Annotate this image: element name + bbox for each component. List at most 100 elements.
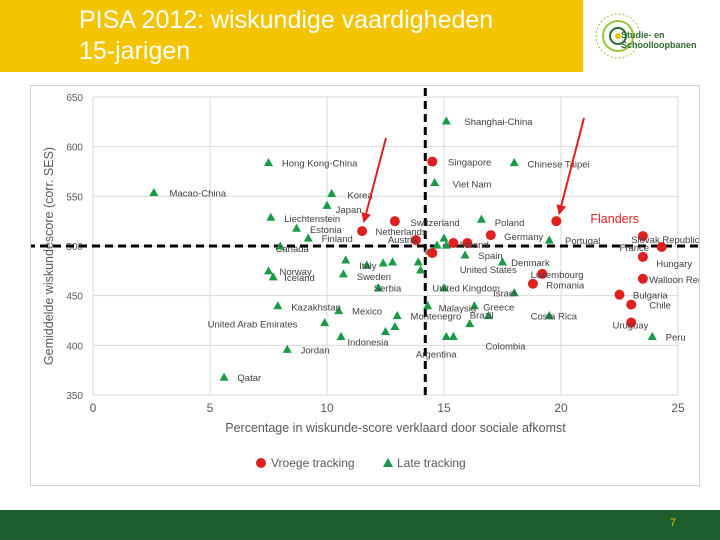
point-netherlands <box>357 226 368 237</box>
point-hungary <box>637 251 648 262</box>
point-label-hungary: Hungary <box>656 259 692 270</box>
point-label-luxembourg: Luxembourg <box>531 270 584 281</box>
y-tick-label: 450 <box>66 292 83 303</box>
point-label-japan: Japan <box>336 205 362 216</box>
y-tick-label: 350 <box>66 391 83 402</box>
point-label-switzerland: Switzerland <box>411 218 460 229</box>
slide-title: PISA 2012: wiskundige vaardigheden 15-ja… <box>79 5 579 67</box>
legend-marker-late <box>383 458 393 467</box>
logo: Studie- en Schoolloopbanen <box>583 0 720 72</box>
point-turkey <box>381 326 390 336</box>
point-label-united-arab-emirates: United Arab Emirates <box>208 319 298 330</box>
point-ireland <box>439 233 449 242</box>
point-france <box>656 241 667 252</box>
arrow-netherlands <box>361 137 387 224</box>
point-label-peru: Peru <box>666 332 686 343</box>
point-label-austria: Austria <box>388 235 418 246</box>
point-label-argentina: Argentina <box>416 349 457 360</box>
point-label-canada: Canada <box>276 244 310 255</box>
point-estonia <box>292 223 302 232</box>
y-tick-label: 600 <box>66 143 83 154</box>
legend-marker-early <box>256 458 266 468</box>
point-label-poland: Poland <box>495 218 525 229</box>
point-label-singapore: Singapore <box>448 158 491 169</box>
point-macao-china <box>149 187 159 196</box>
point-thailand <box>465 318 475 328</box>
point-finland <box>303 233 313 242</box>
point-label-walloon-region: Walloon Region <box>649 275 699 286</box>
point-switzerland <box>389 216 400 227</box>
chart-frame: 350 400 450 500 550 600 650 0 5 10 15 20 25 Percentag… <box>1 85 716 486</box>
point-russian-federation <box>362 260 372 269</box>
point-label-colombia: Colombia <box>485 341 526 352</box>
logo-name-line1: Studie- en <box>621 30 665 40</box>
y-tick-label: 500 <box>66 242 83 253</box>
y-tick-label: 400 <box>66 341 83 352</box>
point-japan <box>322 200 332 209</box>
logo-emblem-icon <box>595 13 641 59</box>
point-kazakhstan <box>273 301 283 310</box>
point-poland <box>476 214 486 223</box>
point-label-jordan: Jordan <box>301 345 330 356</box>
point-label-portugal: Portugal <box>565 236 600 247</box>
point-label-kazakhstan: Kazakhstan <box>291 303 341 314</box>
point-label-malaysia: Malaysia <box>439 304 477 315</box>
point-serbia <box>373 283 383 292</box>
point-portugal <box>544 235 554 244</box>
point-montenegro <box>392 311 402 320</box>
point-costa-rica <box>544 311 554 320</box>
point-greece <box>469 301 479 310</box>
legend-label-late: Late tracking <box>397 456 466 470</box>
point-spain <box>460 250 470 259</box>
point-czech-republic <box>462 238 473 249</box>
x-tick-label: 0 <box>90 401 97 415</box>
footer-bar: 7 <box>0 510 720 540</box>
point-label-iceland: Iceland <box>284 273 315 284</box>
point-label-mexico: Mexico <box>352 307 382 318</box>
point-flanders <box>551 216 562 227</box>
point-label-slovak-republic: Slovak Republic <box>631 235 699 246</box>
point-shanghai-china <box>441 116 451 125</box>
point-jordan <box>282 344 292 353</box>
point-label-chile: Chile <box>649 301 671 312</box>
point-label-viet-nam: Viet Nam <box>453 179 492 190</box>
point-tunisia <box>390 321 400 331</box>
point-label-shanghai-china: Shanghai-China <box>464 117 533 128</box>
x-axis-title: Percentage in wiskunde-score verklaard d… <box>225 421 566 435</box>
point-lithuania <box>388 257 398 266</box>
point-korea <box>327 188 337 197</box>
point-chile <box>626 299 637 310</box>
point-label-brazil: Brazil <box>470 311 494 322</box>
point-label-qatar: Qatar <box>237 373 261 384</box>
point-latvia <box>378 258 388 267</box>
point-label-united-kingdom: United Kingdom <box>432 284 500 295</box>
point-walloon-region <box>637 273 648 284</box>
y-tick-label: 550 <box>66 192 83 203</box>
point-label-costa-rica: Costa Rica <box>531 312 578 323</box>
point-label-finland: Finland <box>322 234 353 245</box>
slide-title-line1: PISA 2012: wiskundige vaardigheden <box>79 6 494 34</box>
point-chinese-taipei <box>509 158 519 167</box>
point-label-germany: Germany <box>504 232 543 243</box>
y-tick-label: 650 <box>66 93 83 104</box>
point-belgium <box>427 247 438 258</box>
point-label-spain: Spain <box>478 251 502 262</box>
point-australia <box>432 240 442 249</box>
point-label-uruguay: Uruguay <box>612 320 648 331</box>
point-bulgaria <box>614 289 625 300</box>
point-iceland <box>268 272 278 281</box>
title-bar: PISA 2012: wiskundige vaardigheden 15-ja… <box>0 0 583 72</box>
point-label-norway: Norway <box>280 267 312 278</box>
point-united-states <box>416 265 426 274</box>
point-mexico <box>334 306 344 315</box>
point-singapore <box>427 156 438 167</box>
point-austria <box>410 235 421 246</box>
point-label-romania: Romania <box>546 281 585 292</box>
point-label-united-states: United States <box>460 265 517 276</box>
pisa-scatter-chart: 350 400 450 500 550 600 650 0 5 10 15 20 25 Percentag… <box>1 88 716 470</box>
point-argentina <box>441 331 451 340</box>
logo-wordmark: Studie- en Schoolloopbanen <box>621 30 697 50</box>
point-malaysia <box>423 301 433 310</box>
point-italy <box>341 255 351 264</box>
point-peru <box>647 331 657 340</box>
